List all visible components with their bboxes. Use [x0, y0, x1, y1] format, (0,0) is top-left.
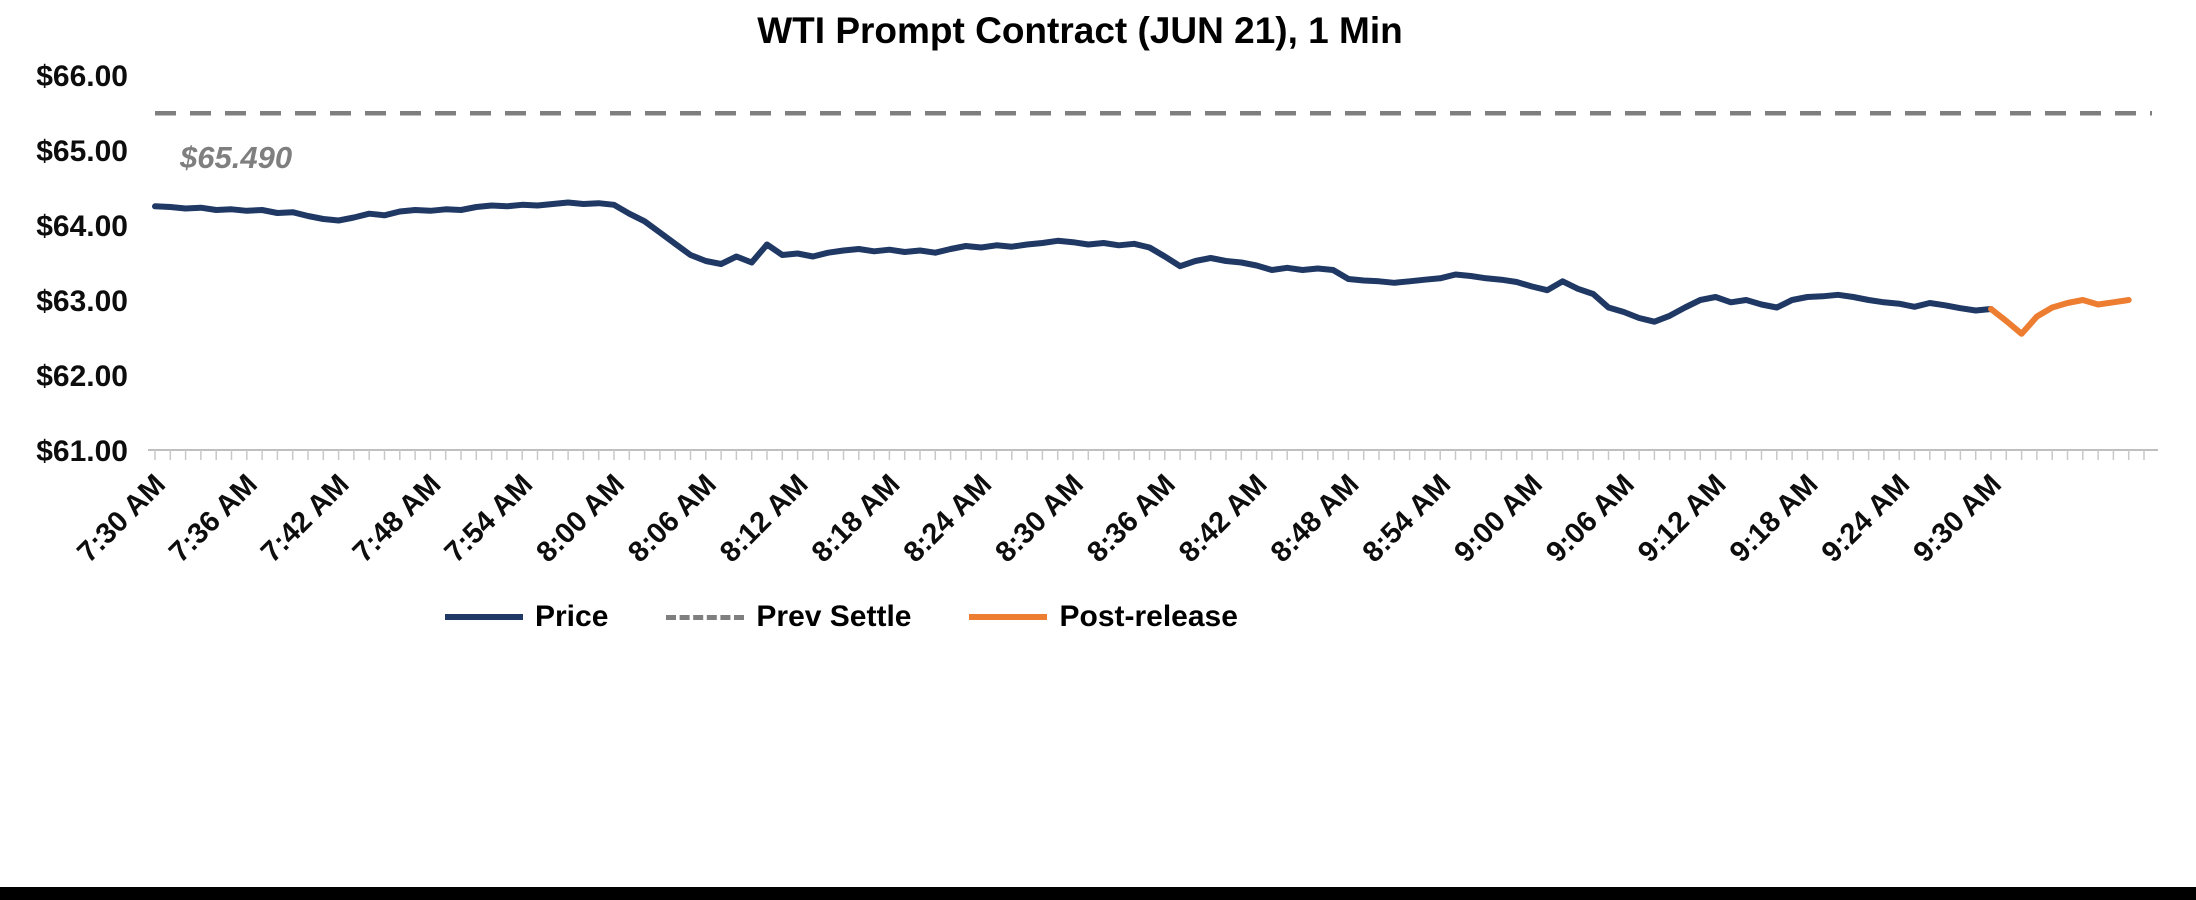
x-axis-tick-label: 7:42 AM	[255, 468, 355, 568]
x-axis-tick-label: 9:00 AM	[1448, 468, 1548, 568]
x-axis-tick-label: 8:30 AM	[989, 468, 1089, 568]
prev-settle-dashed-swatch-icon	[666, 614, 745, 620]
x-axis-tick-label: 9:18 AM	[1724, 468, 1824, 568]
price-line-swatch-icon	[445, 614, 523, 620]
y-axis-tick-label: $62.00	[36, 360, 128, 393]
y-axis-tick-label: $61.00	[36, 435, 128, 468]
x-axis-tick-label: 8:36 AM	[1081, 468, 1181, 568]
x-axis-tick-label: 8:24 AM	[898, 468, 998, 568]
x-axis-tick-label: 7:54 AM	[439, 468, 539, 568]
legend-label-price: Price	[535, 600, 609, 633]
y-axis-tick-label: $64.00	[36, 210, 128, 243]
x-axis-tick-label: 9:06 AM	[1540, 468, 1640, 568]
legend-item-prev-settle: Prev Settle	[666, 600, 911, 634]
post-release-line-swatch-icon	[969, 614, 1048, 620]
chart-title: WTI Prompt Contract (JUN 21), 1 Min	[757, 10, 1403, 51]
x-axis-tick-label: 8:12 AM	[714, 468, 814, 568]
post-release-series-line	[1988, 297, 2132, 337]
x-axis-tick-label: 8:18 AM	[806, 468, 906, 568]
x-axis-tick-label: 8:06 AM	[622, 468, 722, 568]
x-axis-tick-label: 8:42 AM	[1173, 468, 1273, 568]
y-axis-tick-label: $65.00	[36, 135, 128, 168]
chart-legend: Price Prev Settle Post-release	[445, 600, 1238, 634]
x-axis-tick-label: 9:24 AM	[1816, 468, 1916, 568]
legend-label-prev-settle: Prev Settle	[756, 600, 912, 633]
legend-item-post-release: Post-release	[969, 600, 1238, 634]
legend-item-price: Price	[445, 600, 608, 634]
prev-settle-annotation: $65.490	[180, 140, 293, 175]
legend-label-post-release: Post-release	[1059, 600, 1238, 633]
x-axis-tick-label: 8:48 AM	[1265, 468, 1365, 568]
x-axis-tick-label: 7:36 AM	[163, 468, 263, 568]
x-axis-tick-label: 7:48 AM	[347, 468, 447, 568]
y-axis-tick-label: $63.00	[36, 285, 128, 318]
x-axis-tick-label: 7:30 AM	[71, 468, 171, 568]
x-axis-tick-label: 8:54 AM	[1357, 468, 1457, 568]
price-series-line	[152, 199, 1994, 325]
window-bottom-edge	[0, 887, 2196, 900]
x-axis-tick-label: 9:12 AM	[1632, 468, 1732, 568]
y-axis-tick-label: $66.00	[36, 60, 128, 93]
x-axis-tick-label: 9:30 AM	[1907, 468, 2007, 568]
x-axis-tick-label: 8:00 AM	[530, 468, 630, 568]
